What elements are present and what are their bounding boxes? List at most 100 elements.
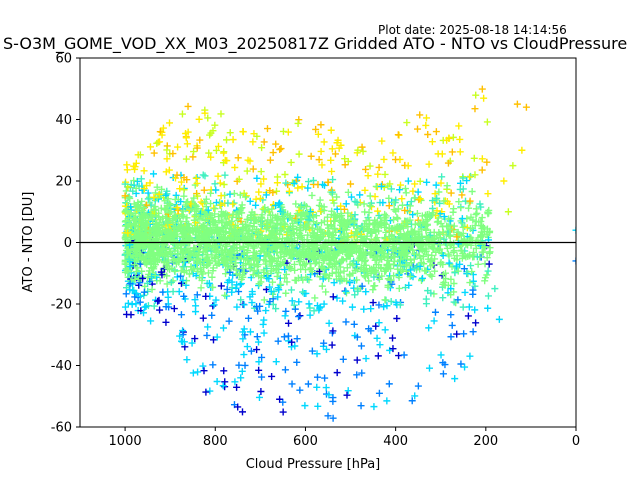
scatter-point [472,319,479,326]
scatter-point [314,403,321,410]
scatter-point [330,293,337,300]
scatter-point [345,189,352,196]
scatter-point [280,128,287,135]
scatter-point [465,312,472,319]
scatter-point [132,300,139,307]
scatter-point [235,154,242,161]
scatter-point [206,388,213,395]
scatter-point [342,318,349,325]
scatter-point [192,308,199,315]
scatter-point [393,315,400,322]
scatter-point [449,322,456,329]
x-tick-label: 1000 [109,434,142,449]
scatter-point [329,342,336,349]
x-axis-label: Cloud Pressure [hPa] [246,457,381,472]
scatter-point [370,282,377,289]
scatter-point [389,149,396,156]
scatter-point [276,146,283,153]
scatter-point [282,366,289,373]
scatter-point [422,122,429,129]
scatter-point [248,348,255,355]
scatter-point [274,173,281,180]
scatter-point [270,149,277,156]
scatter-point [439,294,446,301]
scatter-point [237,374,244,381]
scatter-point [345,387,352,394]
scatter-point [374,171,381,178]
scatter-point [455,122,462,129]
scatter-point [382,326,389,333]
scatter-point [439,150,446,157]
scatter-point [403,119,410,126]
scatter-point [403,189,410,196]
scatter-point [199,363,206,370]
scatter-point [231,200,238,207]
scatter-point [174,144,181,151]
scatter-point [397,182,404,189]
scatter-point [500,178,507,185]
scatter-point [255,189,262,196]
scatter-point [281,333,288,340]
scatter-point [218,192,225,199]
scatter-point [184,140,191,147]
scatter-point [282,290,289,297]
scatter-point [185,103,192,110]
scatter-point [460,330,467,337]
scatter-point [308,192,315,199]
scatter-point [386,380,393,387]
scatter-point [386,347,393,354]
scatter-point [253,175,260,182]
scatter-point [204,323,211,330]
scatter-point [431,317,438,324]
scatter-point [249,138,256,145]
scatter-point [360,148,367,155]
scatter-point [273,188,280,195]
scatter-point [405,162,412,169]
scatter-point [296,312,303,319]
x-tick-label: 0 [572,434,580,449]
scatter-point [433,128,440,135]
scatter-point [255,339,262,346]
scatter-point [347,181,354,188]
scatter-point [261,330,268,337]
scatter-point [411,194,418,201]
x-tick-label: 600 [293,434,318,449]
scatter-point [469,188,476,195]
scatter-point [235,362,242,369]
scatter-point [258,374,265,381]
scatter-point [209,274,216,281]
scatter-point [190,369,197,376]
scatter-point [358,402,365,409]
scatter-point [383,302,390,309]
scatter-point [254,333,261,340]
scatter-point [448,190,455,197]
scatter-point [376,319,383,326]
scatter-point [301,402,308,409]
scatter-point [473,205,480,212]
scatter-point [484,118,491,125]
scatter-point [479,155,486,162]
scatter-point [382,171,389,178]
scatter-point [405,178,412,185]
scatter-point [202,293,209,300]
scatter-point [472,92,479,99]
scatter-point [196,116,203,123]
scatter-point [435,188,442,195]
scatter-point [480,95,487,102]
scatter-point [425,324,432,331]
scatter-point [193,175,200,182]
scatter-point [414,126,421,133]
scatter-point [220,382,227,389]
scatter-point [395,131,402,138]
scatter-point [470,278,477,285]
y-tick-label: -40 [51,359,72,374]
scatter-point [321,138,328,145]
scatter-point [514,101,521,108]
scatter-point [378,138,385,145]
scatter-point [317,197,324,204]
scatter-point [155,139,162,146]
scatter-point [217,110,224,117]
scatter-point [240,128,247,135]
scatter-points [122,86,580,422]
scatter-point [485,292,492,299]
